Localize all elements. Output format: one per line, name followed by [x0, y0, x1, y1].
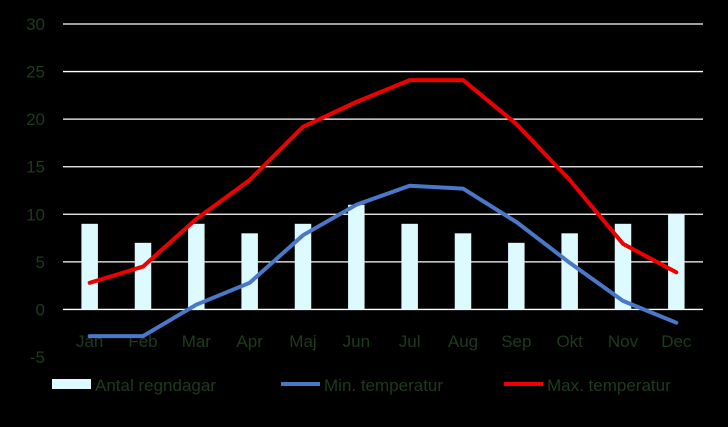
legend-label: Min. temperatur: [324, 376, 443, 395]
bar-apr: [241, 233, 258, 310]
x-tick-label: Aug: [448, 332, 478, 351]
bar-maj: [294, 223, 312, 310]
legend-swatch-bar: [52, 379, 91, 389]
line-min-temperatur: [87, 183, 679, 339]
y-tick-label: 5: [36, 253, 45, 272]
x-tick-label: Dec: [661, 332, 692, 351]
legend-label: Antal regndagar: [95, 376, 216, 395]
y-tick-label: 15: [26, 158, 45, 177]
x-tick-label: Maj: [289, 332, 316, 351]
legend: Antal regndagar Min. temperatur Max. tempe…: [52, 376, 671, 395]
x-tick-label: Okt: [556, 332, 583, 351]
x-axis: Jan Feb Mar Apr Maj Jun Jul Aug Sep Okt Nov Dec: [76, 332, 692, 351]
x-tick-label: Apr: [236, 332, 263, 351]
bar-dec: [668, 214, 685, 310]
x-tick-label: Jun: [343, 332, 370, 351]
y-tick-label: 20: [26, 110, 45, 129]
bar-jun: [348, 204, 365, 310]
bar-mar: [188, 223, 205, 310]
bar-jan: [81, 223, 98, 310]
y-tick-label: -5: [30, 348, 45, 367]
y-tick-label: 25: [26, 63, 45, 82]
temperature-lines: [87, 78, 679, 339]
bar-aug: [454, 233, 472, 310]
x-tick-label: Nov: [608, 332, 639, 351]
line-max-temperatur: [87, 78, 679, 285]
bar-sep: [508, 242, 525, 310]
x-tick-label: Jul: [399, 332, 421, 351]
y-tick-label: 10: [26, 205, 45, 224]
bar-jul: [401, 223, 418, 310]
y-tick-label: 30: [26, 15, 45, 34]
y-tick-label: 0: [36, 300, 45, 319]
gridlines: [63, 23, 703, 311]
legend-label: Max. temperatur: [547, 376, 671, 395]
bar-okt: [561, 233, 578, 310]
rain-days-bars: [81, 204, 685, 310]
y-axis: -5 0 5 10 15 20 25 30: [26, 15, 45, 367]
x-tick-label: Mar: [182, 332, 212, 351]
bar-feb: [134, 242, 152, 310]
x-tick-label: Sep: [501, 332, 531, 351]
